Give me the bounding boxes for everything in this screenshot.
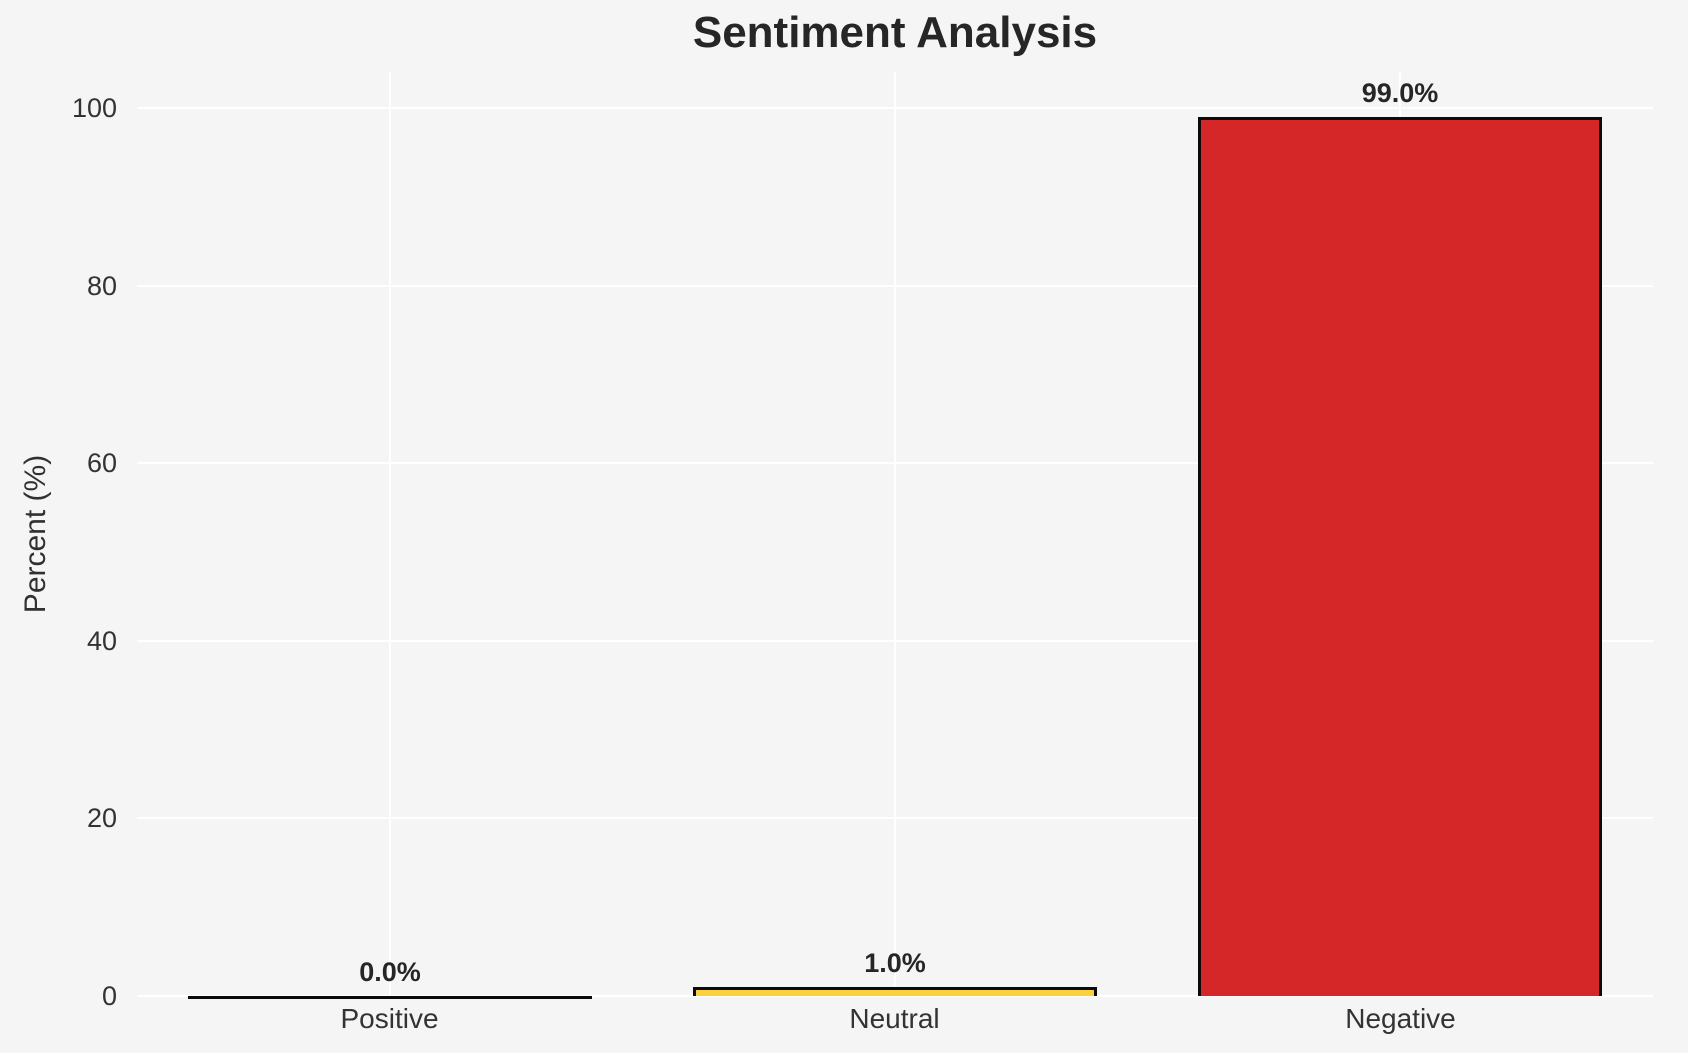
bar-negative	[1198, 117, 1602, 996]
bar-positive	[188, 996, 592, 999]
bar-value-label-neutral: 1.0%	[864, 948, 926, 978]
y-tick-label-60: 60	[86, 448, 117, 479]
x-tick-label-neutral: Neutral	[849, 1003, 940, 1034]
bar-value-label-positive: 0.0%	[359, 957, 421, 987]
y-tick-label-40: 40	[86, 625, 117, 656]
y-tick-label-80: 80	[86, 270, 117, 301]
chart-title: Sentiment Analysis	[692, 8, 1098, 57]
bar-value-label-negative: 99.0%	[1361, 78, 1439, 108]
h-gridline-0	[137, 995, 1653, 997]
y-tick-label-100: 100	[71, 93, 117, 123]
y-tick-label-0: 0	[101, 981, 117, 1011]
y-tick-label-20: 20	[86, 803, 117, 834]
v-gridline-positive	[388, 72, 391, 996]
x-tick-label-positive: Positive	[340, 1003, 439, 1034]
x-tick-label-negative: Negative	[1345, 1003, 1456, 1034]
bar-neutral	[693, 987, 1097, 996]
v-gridline-neutral	[894, 72, 896, 996]
